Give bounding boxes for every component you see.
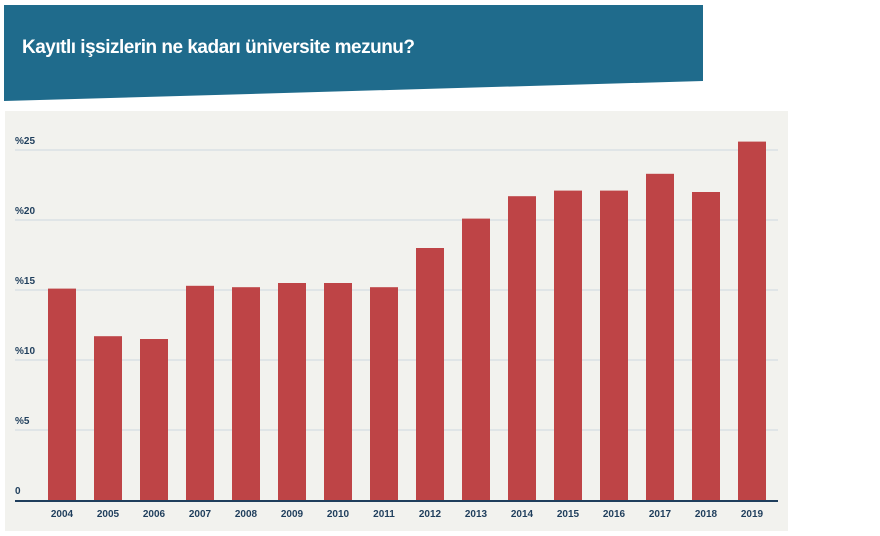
title-banner <box>4 5 703 101</box>
x-tick-label: 2008 <box>235 509 258 520</box>
bar <box>232 287 260 500</box>
y-tick-label: %25 <box>15 136 35 147</box>
y-tick-label: %5 <box>15 416 30 427</box>
bar <box>94 336 122 500</box>
bar <box>554 190 582 500</box>
x-tick-label: 2005 <box>97 509 120 520</box>
chart-title: Kayıtlı işsizlerin ne kadarı üniversite … <box>22 37 415 58</box>
x-tick-label: 2011 <box>373 509 395 520</box>
y-tick-label: 0 <box>15 486 21 497</box>
chart-panel: 0 %5 %10 %15 %20 %25 2004 2005 2006 2007 2008 2009 2… <box>5 111 788 531</box>
x-tick-label: 2009 <box>281 509 304 520</box>
bar <box>48 288 76 500</box>
x-tick-label: 2017 <box>649 509 672 520</box>
y-tick-label: %15 <box>15 276 35 287</box>
bar <box>692 192 720 500</box>
x-tick-label: 2019 <box>741 509 764 520</box>
x-tick-label: 2016 <box>603 509 626 520</box>
x-tick-label: 2012 <box>419 509 442 520</box>
x-tick-label: 2015 <box>557 509 580 520</box>
x-tick-label: 2007 <box>189 509 212 520</box>
bar <box>462 218 490 500</box>
title-banner-shape <box>4 5 703 101</box>
bar <box>738 141 766 500</box>
bar-chart: 0 %5 %10 %15 %20 %25 2004 2005 2006 2007 2008 2009 2… <box>15 136 778 520</box>
x-tick-label: 2010 <box>327 509 350 520</box>
y-tick-label: %10 <box>15 346 35 357</box>
bar <box>600 190 628 500</box>
bar <box>324 283 352 500</box>
bar <box>508 196 536 500</box>
bar <box>186 285 214 500</box>
y-tick-label: %20 <box>15 206 35 217</box>
bar <box>370 287 398 500</box>
bar <box>416 248 444 500</box>
x-tick-label: 2004 <box>51 509 74 520</box>
bar <box>140 339 168 500</box>
bar <box>646 173 674 501</box>
bar <box>278 283 306 500</box>
x-tick-label: 2014 <box>511 509 534 520</box>
x-tick-label: 2018 <box>695 509 718 520</box>
x-tick-label: 2006 <box>143 509 166 520</box>
x-tick-label: 2013 <box>465 509 488 520</box>
